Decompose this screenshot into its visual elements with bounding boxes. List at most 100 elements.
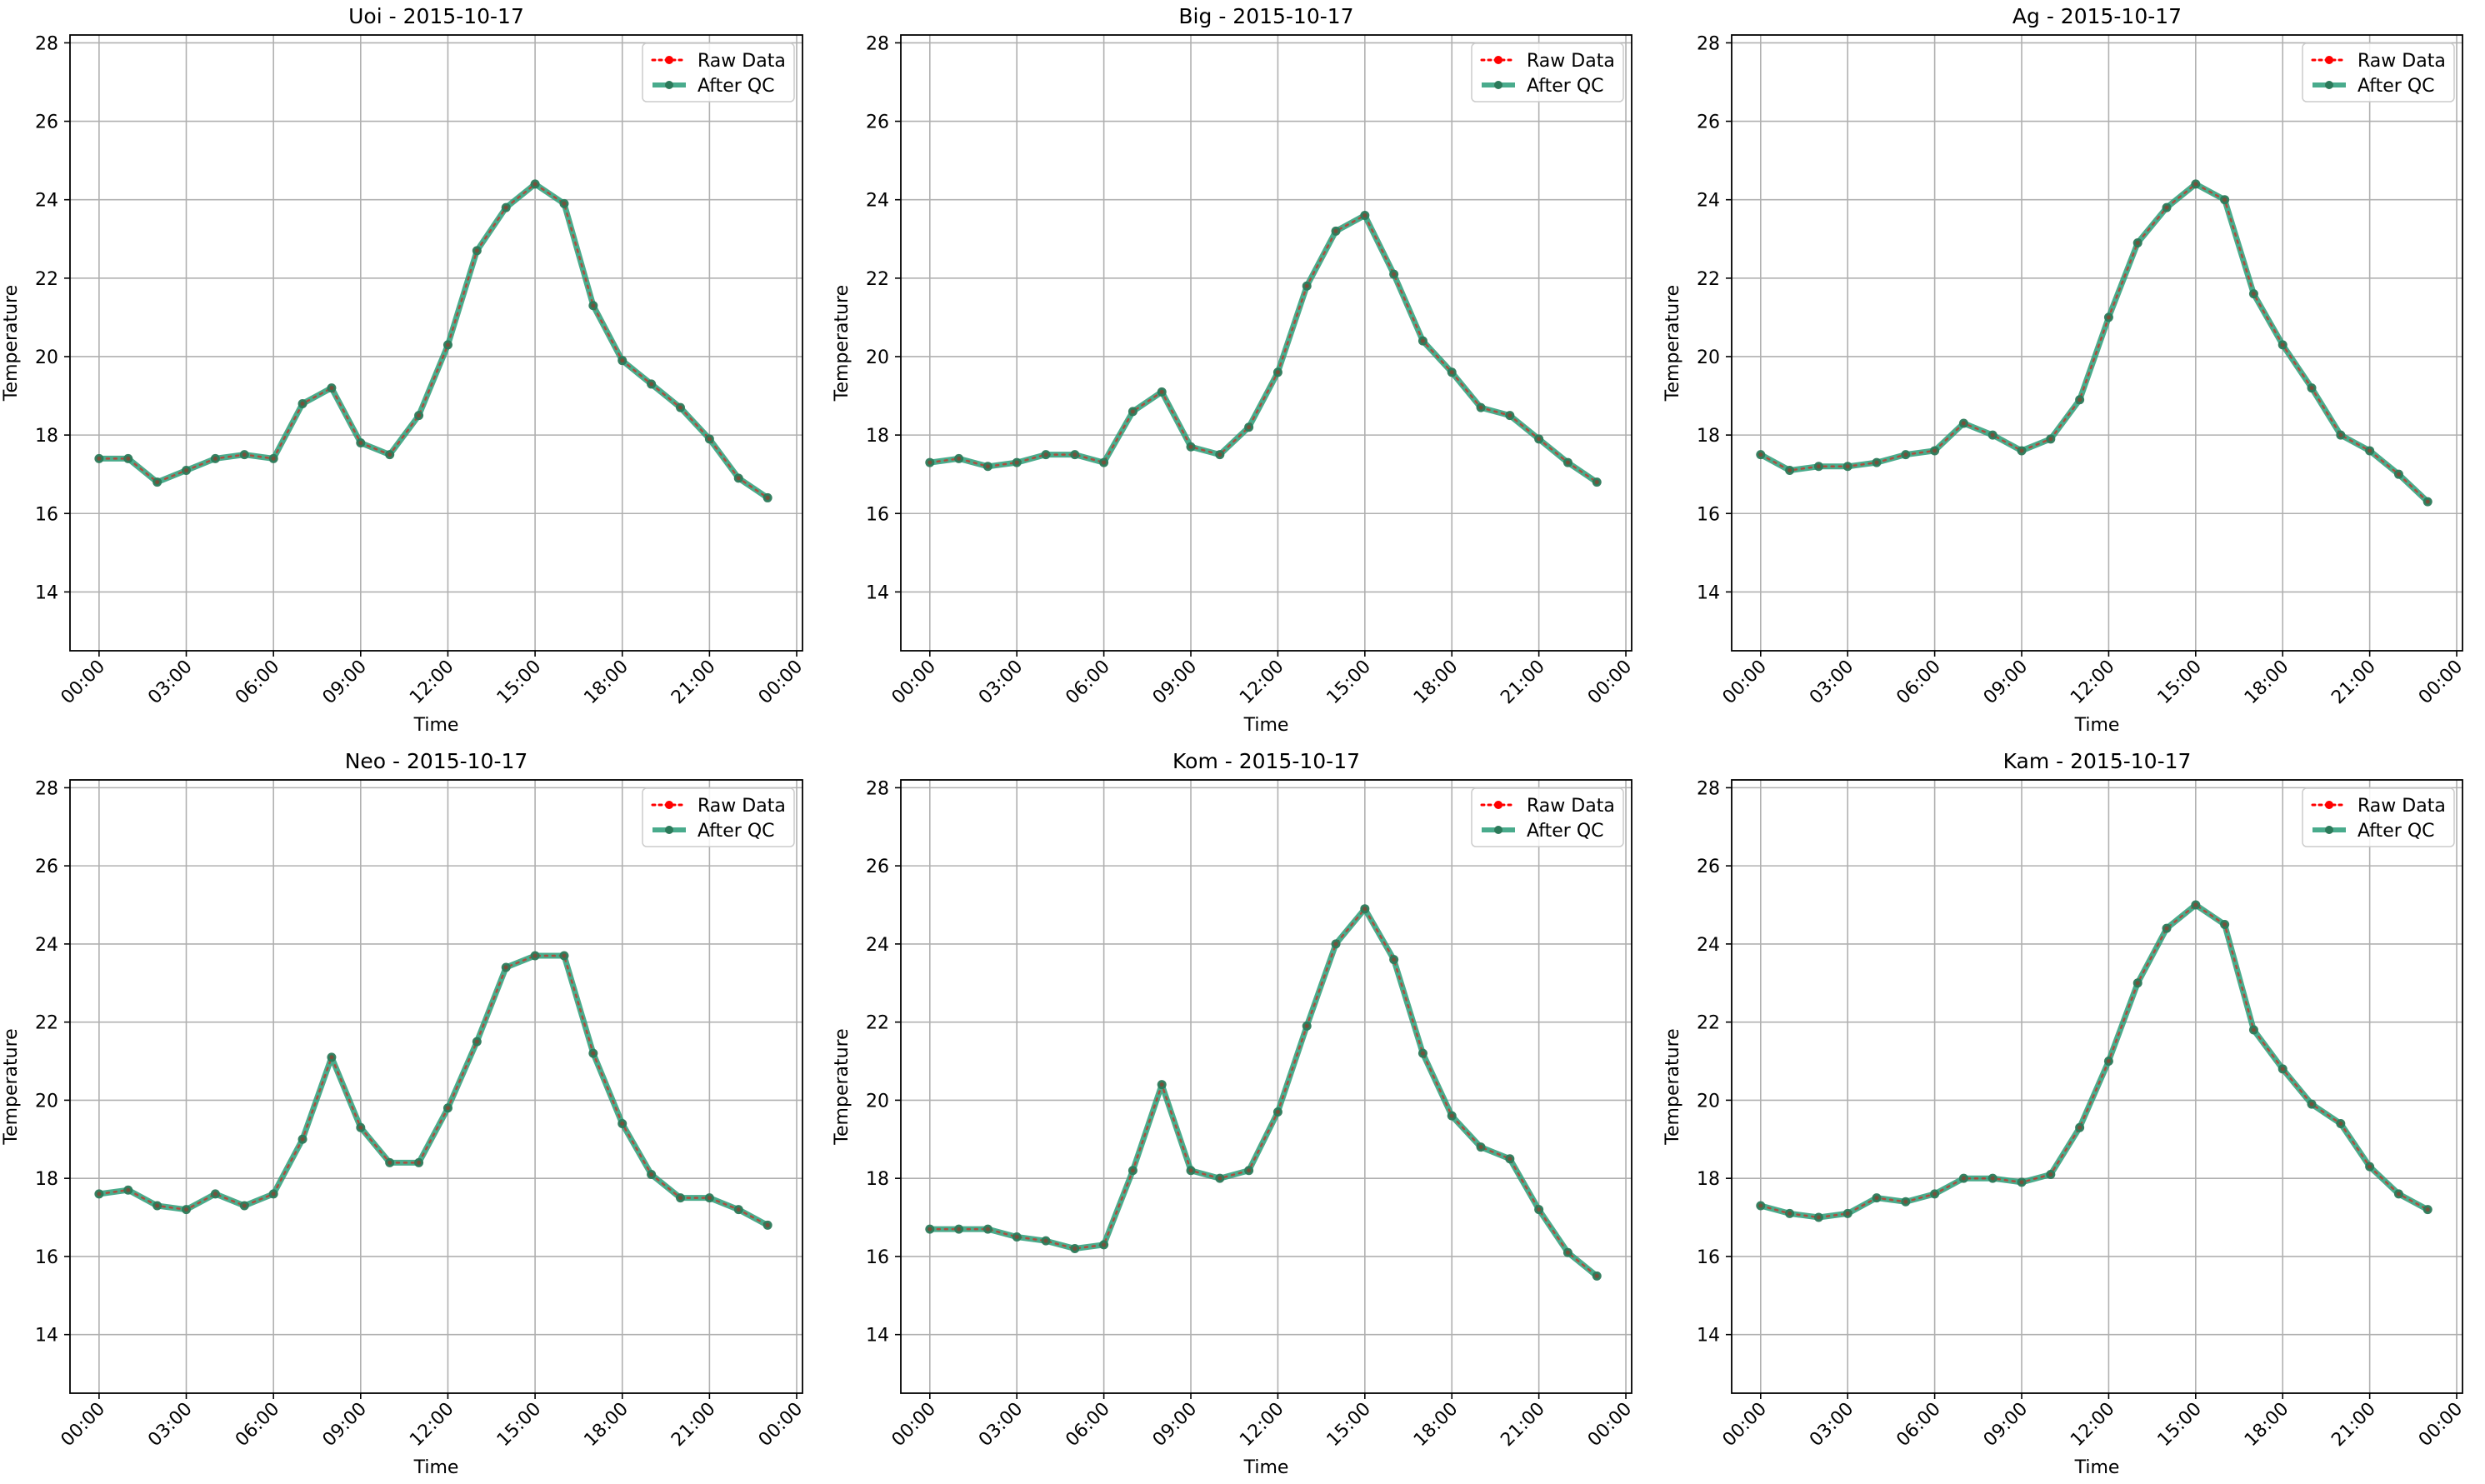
- chart-6-qc-point-17: [2248, 1025, 2258, 1035]
- chart-1-qc-point-22: [733, 473, 743, 483]
- chart-3-raw-point-23: [2425, 499, 2430, 504]
- chart-6-xtick-label-6: 18:00: [2241, 1399, 2293, 1452]
- chart-1-raw-point-5: [242, 452, 247, 457]
- chart-2-qc-point-21: [1534, 434, 1544, 444]
- chart-4-raw-point-17: [591, 1051, 596, 1056]
- chart-2-qc-point-23: [1592, 477, 1602, 487]
- chart-5-raw-point-22: [1565, 1250, 1570, 1255]
- chart-6-ytick-label-2: 18: [1697, 1169, 1720, 1190]
- chart-3-title: Ag - 2015-10-17: [2012, 4, 2182, 28]
- chart-5-qc-point-20: [1505, 1154, 1515, 1164]
- chart-6-xtick-label-5: 15:00: [2154, 1399, 2207, 1452]
- chart-4-ytick-label-4: 22: [35, 1013, 58, 1034]
- chart-6-ylabel: Temperature: [1662, 1028, 1683, 1145]
- chart-6-qc-point-19: [2307, 1099, 2317, 1109]
- chart-2-raw-point-2: [985, 464, 990, 469]
- chart-5-qc-point-19: [1476, 1142, 1486, 1152]
- chart-2-legend-raw-label: Raw Data: [1527, 51, 1615, 72]
- chart-1-title: Uoi - 2015-10-17: [348, 4, 524, 28]
- chart-2-qc-point-11: [1244, 422, 1254, 432]
- chart-4-qc-point-17: [588, 1048, 598, 1058]
- chart-6-ytick-label-6: 26: [1697, 857, 1720, 877]
- chart-6-raw-point-6: [1932, 1192, 1938, 1197]
- chart-4-ytick-label-6: 26: [35, 857, 58, 877]
- chart-4-ylabel: Temperature: [1, 1028, 22, 1145]
- chart-1-raw-point-19: [649, 382, 654, 387]
- chart-1-raw-point-3: [184, 467, 189, 472]
- chart-4-qc-point-3: [182, 1205, 192, 1215]
- chart-3-ytick-label-1: 16: [1697, 504, 1720, 525]
- chart-6-qc-point-22: [2393, 1189, 2403, 1199]
- chart-4-qc-point-1: [123, 1185, 133, 1195]
- chart-2-qc-point-14: [1331, 226, 1341, 236]
- chart-3-raw-point-7: [1961, 421, 1966, 426]
- chart-3-legend-raw-marker: [2325, 56, 2333, 64]
- chart-4-xtick-label-4: 12:00: [406, 1399, 458, 1452]
- chart-3-raw-point-6: [1932, 448, 1938, 453]
- chart-5-legend-raw-marker: [1494, 801, 1502, 809]
- chart-2-ytick-label-4: 22: [866, 269, 889, 290]
- chart-6-xtick-label-0: 00:00: [1719, 1399, 1772, 1452]
- chart-2-xtick-label-3: 09:00: [1149, 657, 1202, 709]
- chart-2-xtick-label-5: 15:00: [1323, 657, 1376, 709]
- chart-6-xtick-label-8: 00:00: [2415, 1399, 2468, 1452]
- chart-1-raw-point-10: [388, 452, 392, 457]
- chart-1-qc-point-18: [618, 356, 628, 366]
- chart-1-ytick-label-2: 18: [35, 426, 58, 447]
- chart-5-raw-point-11: [1247, 1168, 1252, 1173]
- chart-5-raw-point-20: [1508, 1157, 1512, 1162]
- chart-3-raw-point-5: [1903, 452, 1908, 457]
- chart-1-qc-point-21: [704, 434, 714, 444]
- chart-6-ytick-label-5: 24: [1697, 935, 1720, 956]
- chart-4-qc-point-13: [472, 1037, 482, 1047]
- chart-3-qc-point-5: [1901, 450, 1911, 460]
- chart-6-series-raw-line: [1759, 903, 2429, 1219]
- chart-4-raw-point-1: [126, 1187, 131, 1192]
- chart-3-qc-point-0: [1756, 450, 1766, 460]
- chart-5-raw-point-14: [1333, 942, 1338, 947]
- chart-3-xtick-label-7: 21:00: [2328, 657, 2380, 709]
- chart-1-raw-point-14: [503, 205, 508, 210]
- chart-3-qc-point-2: [1813, 462, 1823, 472]
- chart-5-raw-point-5: [1072, 1247, 1078, 1252]
- chart-3-qc-point-9: [2017, 446, 2027, 456]
- chart-5-qc-point-7: [1128, 1166, 1138, 1176]
- chart-4-qc-point-21: [704, 1193, 714, 1203]
- chart-4-qc-point-19: [647, 1169, 657, 1179]
- chart-1-raw-point-2: [155, 480, 160, 485]
- chart-6-qc-point-3: [1842, 1208, 1852, 1218]
- chart-1-raw-point-4: [212, 456, 218, 461]
- chart-1-qc-point-0: [94, 453, 104, 463]
- chart-5-qc-point-9: [1186, 1166, 1196, 1176]
- chart-3-raw-point-19: [2309, 386, 2314, 391]
- chart-1-xtick-label-0: 00:00: [58, 657, 110, 709]
- chart-4-raw-point-20: [678, 1196, 682, 1201]
- chart-4-xtick-label-3: 09:00: [319, 1399, 372, 1452]
- chart-3-qc-point-10: [2046, 434, 2056, 444]
- chart-5-raw-point-19: [1478, 1145, 1483, 1150]
- chart-4-ytick-label-2: 18: [35, 1169, 58, 1190]
- chart-2-xtick-label-0: 00:00: [888, 657, 941, 709]
- chart-6-legend-raw-label: Raw Data: [2358, 796, 2446, 817]
- chart-5-qc-point-17: [1418, 1048, 1428, 1058]
- chart-6-qc-point-4: [1872, 1193, 1882, 1203]
- chart-1-raw-point-21: [707, 437, 712, 442]
- chart-2-raw-point-19: [1478, 405, 1483, 410]
- chart-6-raw-point-0: [1758, 1203, 1763, 1208]
- chart-1-xlabel: Time: [413, 715, 459, 736]
- chart-1-raw-point-13: [474, 248, 479, 253]
- chart-2-xtick-label-8: 00:00: [1584, 657, 1637, 709]
- chart-1-legend-raw-marker: [665, 56, 673, 64]
- chart-3-ylabel: Temperature: [1662, 285, 1683, 402]
- chart-4-xtick-label-2: 06:00: [232, 1399, 284, 1452]
- chart-4-qc-point-10: [385, 1157, 395, 1167]
- chart-5-raw-point-10: [1218, 1176, 1222, 1181]
- chart-2-frame: [900, 34, 1632, 652]
- chart-4-series-raw-line: [98, 954, 769, 1227]
- chart-1: 14 16 18 20 22 24 26 28 00:00 03:00 06:00 09:00 12:0…: [1, 4, 807, 736]
- chart-4-raw-point-19: [649, 1172, 654, 1177]
- chart-6-raw-point-8: [1990, 1176, 1995, 1181]
- chart-5-qc-point-2: [982, 1224, 992, 1234]
- chart-4-legend-qc-marker: [665, 826, 673, 834]
- chart-3-raw-point-15: [2193, 182, 2198, 187]
